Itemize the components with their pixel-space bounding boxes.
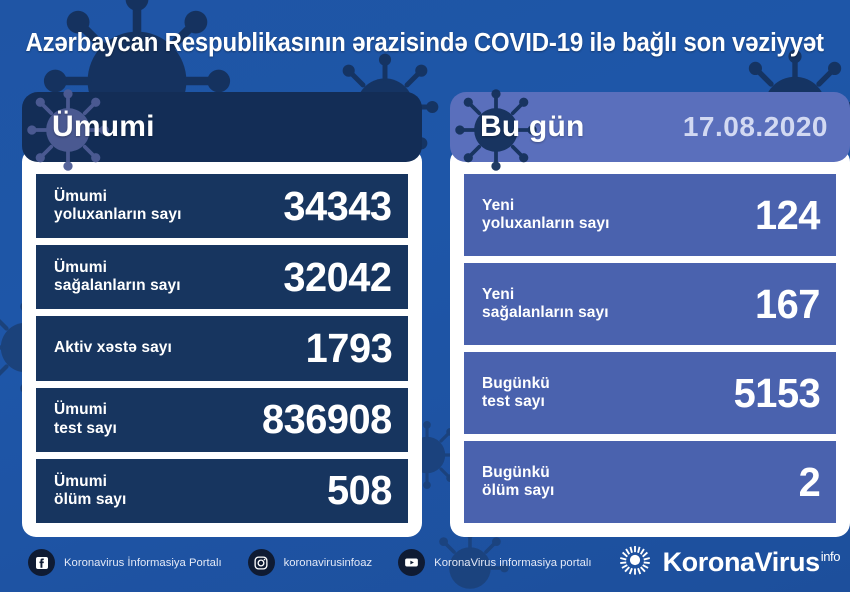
stat-row-today-deaths: Bugünkü ölüm sayı 2 [464, 441, 836, 523]
social-link-youtube[interactable]: KoronaVirus informasiya portalı [398, 549, 592, 576]
instagram-icon[interactable] [247, 549, 275, 576]
stat-label: Ümumi yoluxanların sayı [54, 187, 182, 224]
stat-row-active-cases: Aktiv xəstə sayı 1793 [36, 316, 408, 381]
stat-value: 32042 [283, 253, 393, 300]
social-link-facebook[interactable]: Koronavirus İnformasiya Portalı [28, 549, 222, 576]
stat-label: Aktiv xəstə sayı [54, 339, 172, 357]
virus-sun-icon [618, 543, 652, 582]
total-stats-card: Ümumi yoluxanların sayı 34343 Ümumi sağa… [22, 148, 422, 537]
stat-row-total-tests: Ümumi test sayı 836908 [36, 387, 408, 452]
today-panel-date: 17.08.2020 [682, 111, 828, 142]
social-label-instagram: koronavirusinfoaz [283, 556, 373, 569]
stat-row-today-tests: Bugünkü test sayı 5153 [464, 352, 836, 434]
footer-bar: Koronavirus İnformasiya Portalı koronavi… [0, 537, 850, 592]
youtube-icon[interactable] [398, 549, 426, 576]
total-panel: Ümumi Ümumi yoluxanların sayı 34343 Ümum… [22, 89, 422, 537]
stat-row-new-recovered: Yeni sağalanların sayı 167 [464, 263, 836, 345]
social-label-facebook: Koronavirus İnformasiya Portalı [64, 556, 222, 569]
brand-suffix: info [820, 549, 841, 564]
today-stats-card: Yeni yoluxanların sayı 124 Yeni sağalanl… [450, 148, 850, 537]
stat-row-new-cases: Yeni yoluxanların sayı 124 [464, 174, 836, 256]
poster-title-bar: Azərbaycan Respublikasının ərazisində CO… [0, 0, 850, 86]
stat-value: 124 [755, 191, 820, 238]
social-link-instagram[interactable]: koronavirusinfoaz [247, 549, 373, 576]
stat-row-total-deaths: Ümumi ölüm sayı 508 [36, 458, 408, 524]
stats-columns: Ümumi Ümumi yoluxanların sayı 34343 Ümum… [0, 89, 850, 537]
today-panel: Bu gün 17.08.2020 Yeni yoluxanların sayı… [450, 89, 850, 537]
facebook-icon[interactable] [28, 549, 55, 576]
stat-value: 5153 [733, 369, 820, 416]
total-panel-header: Ümumi [22, 89, 422, 171]
stat-value: 508 [327, 467, 392, 514]
stat-row-total-recovered: Ümumi sağalanların sayı 32042 [36, 245, 408, 310]
stat-label: Ümumi test sayı [54, 401, 117, 437]
stat-value: 2 [798, 458, 820, 505]
stat-label: Ümumi sağalanların sayı [54, 259, 181, 295]
brand-name: KoronaVirusinfo [663, 547, 841, 578]
today-panel-heading: Bu gün [480, 110, 585, 143]
today-panel-header: Bu gün 17.08.2020 [450, 89, 850, 171]
stat-row-total-cases: Ümumi yoluxanların sayı 34343 [36, 174, 408, 239]
stat-label: Ümumi ölüm sayı [54, 472, 127, 508]
social-label-youtube: KoronaVirus informasiya portalı [434, 556, 592, 569]
stat-label: Bugünkü test sayı [482, 374, 550, 410]
stat-label: Bugünkü ölüm sayı [482, 463, 555, 499]
total-panel-heading: Ümumi [52, 110, 155, 143]
stat-value: 1793 [305, 325, 392, 371]
stat-label: Yeni yoluxanların sayı [482, 196, 610, 232]
stat-value: 34343 [283, 182, 393, 229]
stat-value: 836908 [262, 396, 392, 443]
stat-value: 167 [755, 280, 820, 327]
brand-name-text: KoronaVirus [662, 547, 821, 577]
stat-label: Yeni sağalanların sayı [482, 285, 609, 321]
brand-logo[interactable]: KoronaVirusinfo [618, 543, 841, 582]
page-title: Azərbaycan Respublikasının ərazisində CO… [25, 28, 825, 57]
